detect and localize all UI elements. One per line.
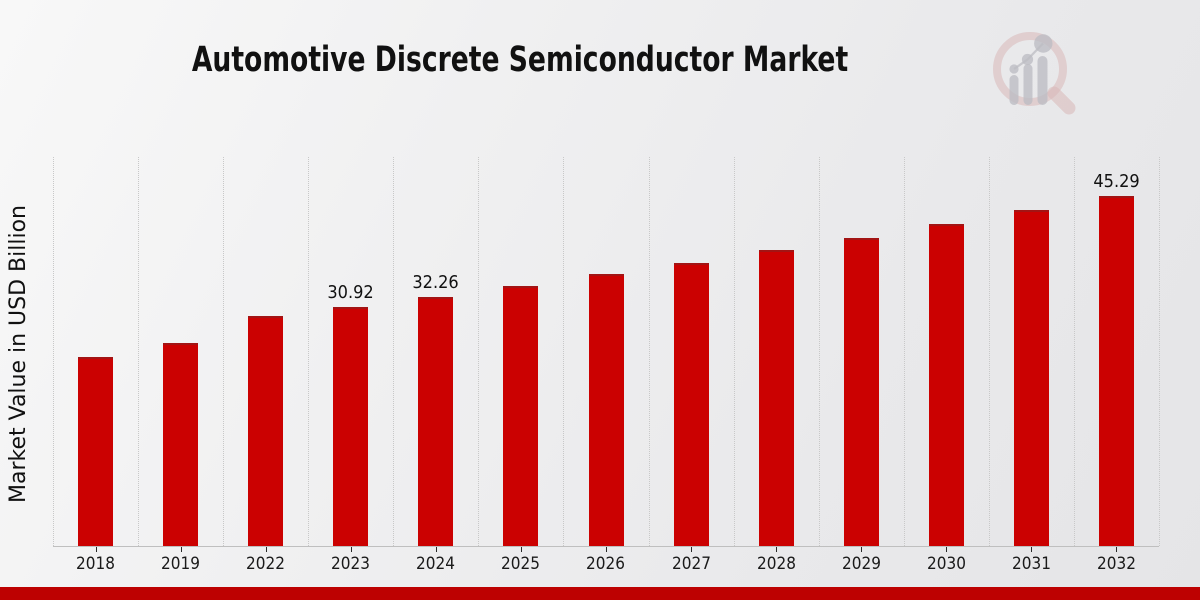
gridline: [648, 157, 650, 546]
x-tick-label: 2022: [246, 554, 286, 574]
x-tick-label: 2028: [756, 554, 796, 574]
gridline: [393, 157, 395, 546]
bar-value-label: 45.29: [1093, 171, 1140, 192]
gridline: [308, 157, 310, 546]
x-tick-label: 2031: [1011, 554, 1051, 574]
bar-2026: [588, 274, 624, 546]
x-axis-tick: [520, 547, 522, 552]
bar-2023: [333, 307, 369, 546]
chart-title: Automotive Discrete Semiconductor Market: [191, 40, 849, 80]
x-tick-label: 2024: [416, 554, 456, 574]
x-tick-label: 2018: [76, 554, 115, 574]
x-axis-tick: [350, 547, 352, 552]
x-axis-tick: [861, 547, 863, 552]
x-axis-tick: [435, 547, 437, 552]
gridline: [988, 157, 990, 546]
gridline: [1159, 157, 1160, 546]
bar-2022: [248, 316, 284, 546]
x-axis-tick: [180, 547, 182, 552]
gridline: [478, 157, 480, 546]
gridline: [818, 157, 820, 546]
gridline: [733, 157, 735, 546]
x-tick-label: 2025: [501, 554, 541, 574]
bar-2019: [163, 343, 199, 546]
x-tick-label: 2026: [586, 554, 626, 574]
bottom-red-band: [0, 587, 1200, 600]
x-axis-tick: [776, 547, 778, 552]
bar-value-label: 32.26: [412, 272, 460, 293]
bar-2032: [1098, 196, 1134, 546]
x-axis-tick: [95, 547, 97, 552]
gridline: [563, 157, 565, 546]
bar-2030: [928, 224, 964, 546]
gridline: [903, 157, 905, 546]
x-tick-label: 2030: [926, 554, 966, 574]
gridline: [223, 157, 225, 546]
x-axis-line: [53, 546, 1159, 547]
x-tick-label: 2029: [841, 554, 881, 574]
x-tick-label: 2027: [671, 554, 711, 574]
magnifier-trend-logo-icon: [993, 32, 1076, 115]
gridline: [138, 157, 140, 546]
gridline: [1073, 157, 1075, 546]
x-axis-tick: [265, 547, 267, 552]
x-axis-tick: [946, 547, 948, 552]
x-tick-label: 2019: [161, 554, 201, 574]
x-tick-label: 2032: [1096, 554, 1136, 574]
x-axis-tick: [691, 547, 693, 552]
gridline: [53, 157, 54, 546]
x-axis-tick: [1116, 547, 1118, 552]
bar-2031: [1013, 210, 1049, 546]
x-tick-label: 2023: [331, 554, 371, 574]
bar-value-label: 30.92: [327, 282, 374, 303]
bar-2018: [78, 357, 114, 546]
x-axis-tick: [606, 547, 607, 552]
bar-2024: [418, 297, 454, 546]
bar-2027: [673, 263, 709, 546]
bar-2025: [503, 286, 539, 546]
bar-2028: [758, 250, 794, 546]
bar-2029: [843, 238, 879, 546]
x-axis-tick: [1031, 547, 1033, 552]
